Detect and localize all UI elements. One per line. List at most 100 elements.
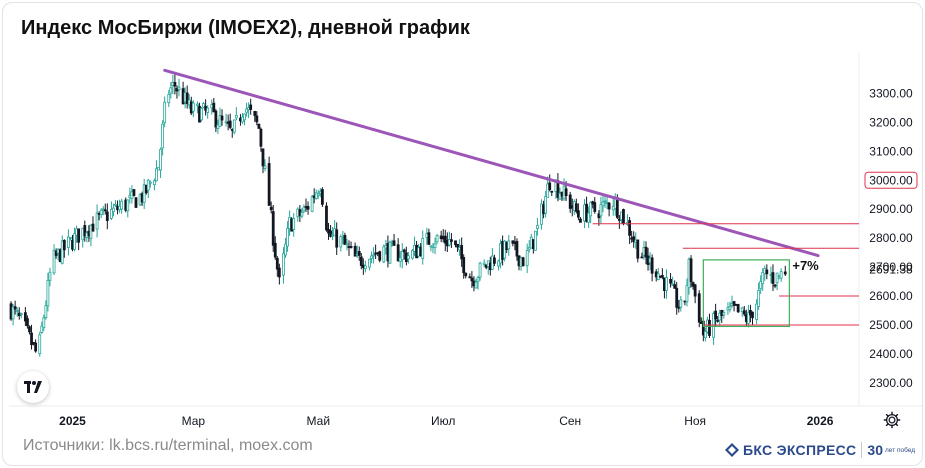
time-tick-label: Ноя	[684, 414, 706, 428]
candle-body	[306, 205, 310, 210]
candle-body	[736, 303, 740, 313]
candle-body	[69, 237, 72, 239]
candle-body	[325, 205, 328, 231]
candle-body	[218, 115, 222, 127]
candle-body	[568, 194, 572, 209]
candle-body	[761, 272, 765, 284]
candle-body	[615, 197, 619, 218]
candle-body	[30, 332, 33, 346]
candle-body	[470, 277, 474, 282]
candle-body	[343, 234, 347, 245]
candle-body	[564, 188, 568, 197]
candle-body	[263, 165, 267, 169]
candle-body	[146, 179, 150, 191]
candle-body	[462, 257, 466, 274]
candle-body	[660, 275, 664, 278]
candle-body	[396, 244, 400, 262]
candle-body	[120, 200, 124, 210]
candle-body	[110, 209, 113, 219]
candle-body	[746, 312, 750, 324]
chart-title: Индекс МосБиржи (IMOEX2), дневной график	[21, 17, 470, 39]
candle-body	[163, 101, 167, 123]
candle-body	[105, 211, 109, 221]
candle-body	[357, 251, 361, 256]
candle-body	[708, 319, 711, 336]
candle-body	[126, 199, 130, 212]
candle-body	[273, 242, 277, 258]
current-price-label: 2691.38	[869, 263, 913, 277]
candle-body	[44, 305, 48, 319]
candle-body	[286, 228, 289, 247]
price-tick-label: 2900.00	[869, 202, 913, 216]
candle-body	[112, 207, 115, 212]
candle-body	[550, 190, 554, 193]
price-tick-label: 3000.00	[869, 173, 913, 187]
candle-body	[95, 212, 99, 230]
brand-logo: БКС ЭКСПРЕСС 30 лет побед	[725, 439, 915, 461]
candle-body	[464, 272, 468, 277]
candle-body	[783, 271, 787, 275]
candle-body	[253, 111, 257, 116]
candle-body	[697, 293, 701, 323]
candle-body	[243, 113, 246, 121]
candle-body	[593, 202, 597, 212]
price-axis[interactable]: 2300.00 2400.00 2500.00 2600.00 2700.00 2800.…	[864, 87, 918, 390]
candle-body	[536, 225, 539, 229]
candle-body	[460, 244, 464, 260]
candle-body	[402, 249, 406, 253]
time-axis[interactable]: 2025 Мар Май Июл Сен Ноя 2026	[59, 414, 834, 428]
candle-body	[339, 236, 343, 248]
candle-body	[148, 181, 152, 184]
candle-body	[679, 299, 683, 308]
candle-body	[83, 225, 87, 237]
candle-body	[456, 243, 459, 248]
candle-body	[476, 277, 480, 282]
candle-body	[368, 258, 371, 268]
candle-body	[779, 271, 783, 279]
candle-body	[271, 211, 275, 246]
candlestick-chart[interactable]: +7% 2300.002400.002500.002600.002700.002…	[3, 3, 923, 466]
candle-body	[740, 307, 744, 313]
candle-body	[28, 326, 31, 333]
candle-body	[359, 256, 363, 266]
candle-body	[73, 233, 76, 250]
candle-body	[675, 287, 679, 308]
candle-body	[497, 260, 500, 267]
time-tick-label: Май	[307, 414, 331, 428]
brand-badge: 30	[867, 442, 883, 458]
candle-body	[363, 265, 367, 270]
candle-body	[689, 258, 693, 282]
candle-body	[202, 103, 205, 108]
brand-divider	[861, 442, 863, 458]
candle-body	[421, 237, 425, 259]
candle-body	[114, 203, 117, 206]
time-tick-label: 2026	[807, 414, 834, 428]
candle-body	[759, 280, 763, 290]
tradingview-logo-icon[interactable]	[17, 371, 49, 403]
candle-body	[91, 223, 95, 232]
candle-body	[773, 284, 777, 287]
candle-body	[714, 310, 718, 320]
candle-body	[212, 102, 216, 113]
candle-body	[468, 276, 472, 279]
candle-body	[153, 180, 156, 186]
candle-body	[771, 272, 775, 284]
candle-body	[406, 255, 410, 260]
candle-body	[718, 312, 722, 321]
candles-group	[9, 74, 787, 357]
candle-body	[400, 250, 404, 261]
gear-icon[interactable]	[883, 411, 901, 429]
candle-body	[370, 255, 373, 259]
candle-body	[134, 197, 138, 208]
candle-body	[540, 203, 543, 225]
candle-body	[320, 189, 324, 205]
time-tick-label: 2025	[59, 414, 86, 428]
candle-body	[693, 284, 697, 297]
candle-body	[132, 189, 136, 196]
tradingview-glyph	[24, 381, 42, 393]
plot-area[interactable]	[9, 53, 859, 406]
candle-body	[345, 243, 349, 246]
candle-body	[228, 120, 232, 128]
candle-body	[628, 220, 632, 236]
